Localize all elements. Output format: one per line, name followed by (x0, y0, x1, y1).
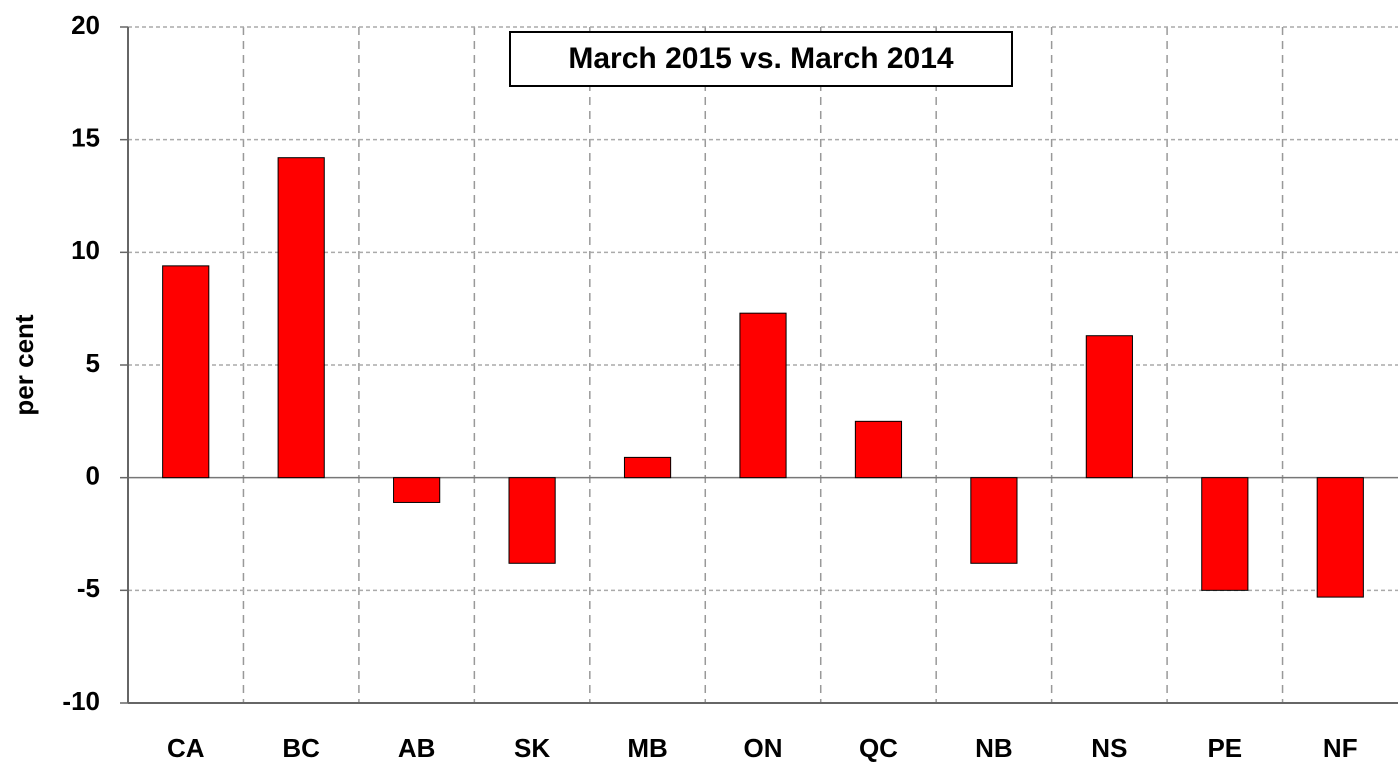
bar (277, 157, 325, 479)
y-tick-label: 0 (86, 461, 100, 491)
x-tick-label: QC (859, 733, 898, 763)
y-tick-label: 10 (71, 235, 100, 265)
x-tick-label: PE (1207, 733, 1242, 763)
y-tick-label: 5 (86, 348, 100, 378)
x-tick-label: BC (282, 733, 320, 763)
title-box (509, 31, 1013, 87)
x-tick-label: MB (627, 733, 667, 763)
y-tick-label: -10 (62, 686, 100, 716)
chart-title: March 2015 vs. March 2014 (568, 42, 954, 75)
bar (739, 312, 787, 479)
bar (162, 265, 210, 479)
bar (854, 420, 903, 479)
x-tick-label: ON (744, 733, 783, 763)
x-tick-label: SK (514, 733, 550, 763)
y-tick-label: -5 (77, 573, 100, 603)
bar (1085, 335, 1133, 479)
x-tick-label: NS (1091, 733, 1127, 763)
bar (970, 477, 1018, 564)
x-tick-label: NF (1323, 733, 1358, 763)
bar (623, 456, 672, 479)
x-tick-label: AB (398, 733, 436, 763)
bar (393, 477, 441, 503)
y-tick-label: 20 (71, 10, 100, 40)
bar (508, 477, 556, 564)
x-tick-label: CA (167, 733, 205, 763)
x-tick-label: NB (975, 733, 1013, 763)
y-axis-label: per cent (9, 314, 39, 415)
y-tick-label: 15 (71, 123, 100, 153)
bar (1316, 477, 1364, 598)
bar (1201, 477, 1249, 591)
